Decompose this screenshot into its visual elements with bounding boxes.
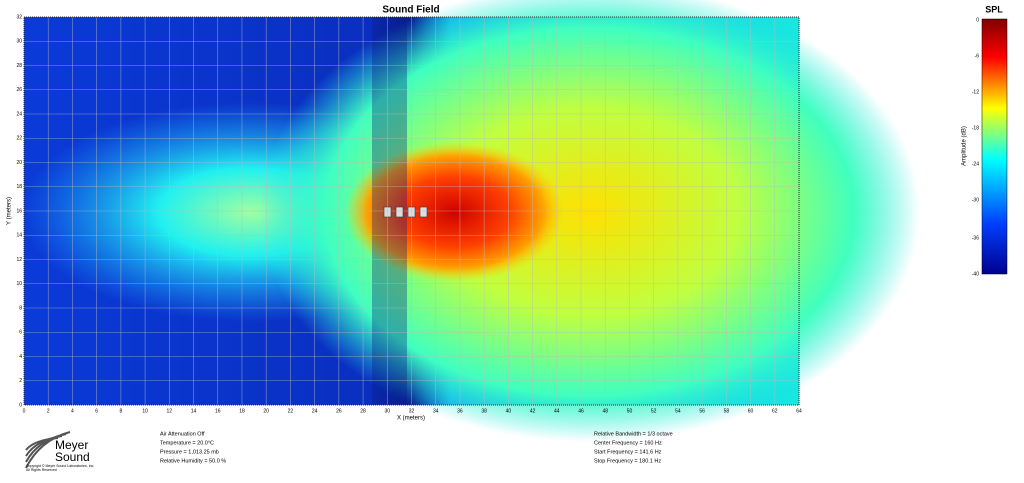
- frequency: Stop Frequency = 180.1 Hz: [594, 458, 661, 464]
- x-tick-label: 12: [167, 408, 173, 414]
- condition: Pressure = 1,013.25 mb: [160, 449, 219, 455]
- x-tick-label: 36: [457, 408, 463, 414]
- logo-line: Meyer: [55, 438, 88, 452]
- colorbar-tick: -40: [972, 271, 979, 277]
- x-tick-label: 26: [336, 408, 342, 414]
- colorbar-label: Amplitude (dB): [962, 126, 968, 166]
- copyright: All Rights Reserved: [26, 468, 57, 472]
- y-tick-label: 32: [16, 14, 22, 20]
- colorbar: [981, 18, 1008, 275]
- x-tick-label: 28: [360, 408, 366, 414]
- x-tick-label: 16: [215, 408, 221, 414]
- x-tick-label: 38: [481, 408, 487, 414]
- x-tick-label: 30: [385, 408, 391, 414]
- condition: Relative Humidity = 50.0 %: [160, 458, 226, 464]
- colorbar-tick: -18: [972, 125, 979, 131]
- y-tick-label: 14: [16, 233, 22, 239]
- x-tick-label: 22: [288, 408, 294, 414]
- colorbar-tick: -30: [972, 197, 979, 203]
- x-tick-label: 44: [554, 408, 560, 414]
- x-tick-label: 40: [506, 408, 512, 414]
- plot-title: Sound Field: [382, 5, 439, 16]
- condition: Air Attenuation Off: [160, 431, 205, 437]
- x-tick-label: 8: [119, 408, 122, 414]
- y-tick-label: 2: [19, 378, 22, 384]
- x-tick-label: 32: [409, 408, 415, 414]
- frequency: Start Frequency = 141.6 Hz: [594, 449, 662, 455]
- x-tick-label: 0: [23, 408, 26, 414]
- y-tick-label: 4: [19, 354, 22, 360]
- logo: Meyer Sound Copyright © Meyer Sound Labo…: [25, 431, 94, 472]
- logo-line: Sound: [55, 450, 90, 464]
- y-tick-label: 6: [19, 330, 22, 336]
- y-tick-label: 18: [16, 184, 22, 190]
- x-tick-label: 48: [602, 408, 608, 414]
- y-tick-label: 12: [16, 257, 22, 263]
- y-tick-label: 0: [19, 402, 22, 408]
- x-tick-label: 58: [724, 408, 730, 414]
- y-tick-label: 30: [16, 39, 22, 45]
- y-tick-label: 10: [16, 281, 22, 287]
- x-tick-label: 20: [263, 408, 269, 414]
- plot-frame: [23, 16, 800, 406]
- frequency: Relative Bandwidth = 1/3 octave: [594, 431, 673, 437]
- x-tick-label: 42: [530, 408, 536, 414]
- colorbar-tick: -6: [975, 53, 980, 59]
- x-tick-label: 60: [748, 408, 754, 414]
- frequency: Center Frequency = 160 Hz: [594, 440, 662, 446]
- x-tick-label: 24: [312, 408, 318, 414]
- field: [20, 0, 920, 442]
- x-tick-label: 56: [699, 408, 705, 414]
- x-tick-label: 54: [675, 408, 681, 414]
- x-tick-label: 34: [433, 408, 439, 414]
- y-tick-label: 28: [16, 63, 22, 69]
- x-tick-label: 46: [578, 408, 584, 414]
- y-tick-label: 16: [16, 208, 22, 214]
- y-tick-label: 8: [19, 305, 22, 311]
- colorbar-tick: -12: [972, 89, 979, 95]
- x-label: X (meters): [397, 416, 425, 422]
- y-tick-label: 20: [16, 160, 22, 166]
- x-tick-label: 4: [71, 408, 74, 414]
- y-label: Y (meters): [7, 197, 13, 225]
- y-tick-label: 26: [16, 87, 22, 93]
- condition: Temperature = 20.0°C: [160, 440, 214, 446]
- x-tick-label: 50: [627, 408, 633, 414]
- y-tick-label: 22: [16, 136, 22, 142]
- colorbar-title: SPL: [985, 4, 1003, 14]
- x-tick-label: 6: [95, 408, 98, 414]
- colorbar-tick: 0: [976, 17, 979, 23]
- colorbar-tick: -36: [972, 235, 979, 241]
- x-tick-label: 2: [47, 408, 50, 414]
- x-tick-label: 10: [142, 408, 148, 414]
- y-tick-label: 24: [16, 111, 22, 117]
- x-tick-label: 52: [651, 408, 657, 414]
- x-tick-label: 64: [796, 408, 802, 414]
- colorbar-tick: -24: [972, 161, 979, 167]
- copyright: Copyright © Meyer Sound Laboratories, In…: [26, 464, 94, 468]
- info: Air Attenuation Off Temperature = 20.0°C P…: [160, 431, 673, 464]
- x-tick-label: 14: [191, 408, 197, 414]
- x-tick-label: 18: [239, 408, 245, 414]
- x-tick-label: 62: [772, 408, 778, 414]
